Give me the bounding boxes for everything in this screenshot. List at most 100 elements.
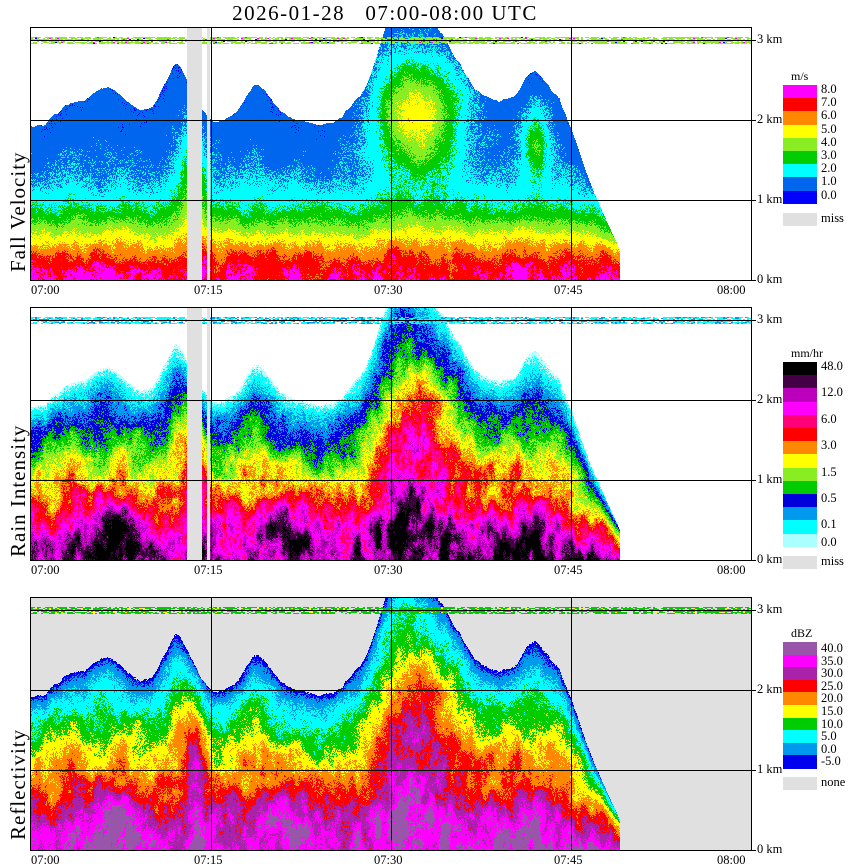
gridline-vertical (391, 27, 392, 281)
colorbar-missing-label: miss (821, 210, 844, 225)
colorbar-swatch (783, 730, 817, 744)
y-axis-tick-label: 3 km (757, 32, 783, 46)
x-axis-tick-label: 08:00 (717, 283, 746, 297)
y-axis-tick-mark (752, 690, 756, 691)
colorbar-swatch (783, 520, 817, 535)
colorbar-swatch (783, 362, 817, 376)
gridline-vertical (211, 27, 212, 281)
y-axis-tick-mark (752, 400, 756, 401)
x-axis-tick-label: 08:00 (717, 853, 746, 867)
colorbar-tick-label: 3.0 (821, 148, 837, 162)
colorbar-tick-label: 0.0 (821, 535, 837, 550)
x-axis-tick-label: 07:15 (194, 563, 223, 577)
colorbar-swatch (783, 742, 817, 756)
colorbar-tick-label: 6.0 (821, 108, 837, 123)
colorbar-swatch (783, 494, 817, 508)
colorbar-tick-label: -5.0 (821, 754, 841, 769)
colorbar-swatch (783, 164, 817, 178)
colorbar-tick-label: 30.0 (821, 666, 843, 681)
y-axis-tick-label: 1 km (757, 192, 783, 206)
x-axis-tick-label: 08:00 (717, 563, 746, 577)
colorbar-missing-swatch (783, 777, 817, 790)
x-axis-tick-label: 07:45 (554, 283, 583, 297)
colorbar-tick-label: 5.0 (821, 121, 837, 136)
colorbar-tick-label: 12.0 (821, 385, 843, 400)
colorbar-tick-label: 35.0 (821, 653, 843, 668)
y-axis-tick-mark (752, 280, 756, 281)
colorbar-tick-label: 8.0 (821, 82, 837, 96)
colorbar-tick-label: 6.0 (821, 411, 837, 426)
gridline-vertical (211, 307, 212, 561)
y-axis-tick-label: 2 km (757, 112, 783, 126)
panel-label-reflectivity: Reflectivity (6, 728, 30, 840)
x-axis-tick-label: 07:15 (194, 283, 223, 297)
y-axis-tick-mark (752, 120, 756, 121)
colorbar-missing-swatch (783, 555, 817, 569)
colorbar-swatch (783, 480, 817, 495)
colorbar-unit-label: mm/hr (791, 346, 823, 360)
colorbar-swatch (783, 679, 817, 693)
colorbar-swatch (783, 375, 817, 389)
colorbar-swatch (783, 441, 817, 455)
figure-title: 2026-01-28 07:00-08:00 UTC (232, 1, 538, 25)
colorbar-tick-label: 0.0 (821, 187, 837, 202)
colorbar-tick-label: 2.0 (821, 161, 837, 176)
colorbar-swatch (783, 667, 817, 681)
colorbar-tick-label: 5.0 (821, 729, 837, 744)
gridline-vertical (211, 597, 212, 851)
colorbar-tick-label: 0.0 (821, 741, 837, 756)
x-axis-tick-label: 07:00 (31, 563, 60, 577)
y-axis-tick-label: 1 km (757, 762, 783, 776)
colorbar-swatch (783, 454, 817, 469)
colorbar-swatch (783, 151, 817, 165)
colorbar-tick-label: 20.0 (821, 691, 843, 706)
colorbar-tick-label: 0.5 (821, 491, 837, 505)
colorbar-tick-label: 25.0 (821, 678, 843, 693)
colorbar-swatch (783, 755, 817, 769)
y-axis-tick-label: 3 km (757, 312, 783, 326)
x-axis-tick-label: 07:00 (31, 853, 60, 867)
gridline-vertical (571, 27, 572, 281)
panel-label-rain-intensity: Rain Intensity (6, 424, 30, 557)
gridline-vertical (571, 307, 572, 561)
colorbar-swatch (783, 692, 817, 706)
colorbar-tick-label: 0.1 (821, 517, 837, 532)
y-axis-tick-label: 1 km (757, 472, 783, 486)
colorbar-missing-label: none (821, 775, 846, 789)
colorbar-swatch (783, 467, 817, 482)
y-axis-tick-mark (752, 40, 756, 41)
y-axis-tick-mark (752, 610, 756, 611)
gridline-vertical (391, 307, 392, 561)
colorbar-swatch (783, 654, 817, 668)
colorbar-swatch (783, 177, 817, 192)
y-axis-tick-mark (752, 480, 756, 481)
panel-label-fall-velocity: Fall Velocity (6, 151, 30, 272)
colorbar-swatch (783, 401, 817, 416)
y-axis-tick-mark (752, 850, 756, 851)
colorbar-swatch (783, 414, 817, 429)
colorbar-swatch (783, 642, 817, 656)
y-axis-tick-mark (752, 560, 756, 561)
colorbar-tick-label: 7.0 (821, 95, 837, 110)
x-axis-tick-label: 07:30 (374, 853, 403, 867)
y-axis-tick-label: 2 km (757, 682, 783, 696)
x-axis-tick-label: 07:15 (194, 853, 223, 867)
gridline-vertical (391, 597, 392, 851)
y-axis-tick-mark (752, 770, 756, 771)
y-axis-tick-label: 0 km (757, 272, 783, 286)
y-axis-tick-mark (752, 320, 756, 321)
y-axis-tick-label: 0 km (757, 842, 783, 856)
colorbar-missing-label: miss (821, 553, 844, 568)
colorbar-swatch (783, 533, 817, 548)
colorbar-swatch (783, 388, 817, 403)
colorbar-unit-label: m/s (791, 69, 809, 83)
colorbar-tick-label: 10.0 (821, 716, 843, 731)
x-axis-tick-label: 07:45 (554, 563, 583, 577)
colorbar-swatch (783, 190, 817, 205)
colorbar-swatch (783, 705, 817, 719)
colorbar-missing-swatch (783, 212, 817, 226)
colorbar-swatch (783, 98, 817, 112)
colorbar-tick-label: 1.5 (821, 464, 837, 479)
colorbar-swatch (783, 124, 817, 139)
